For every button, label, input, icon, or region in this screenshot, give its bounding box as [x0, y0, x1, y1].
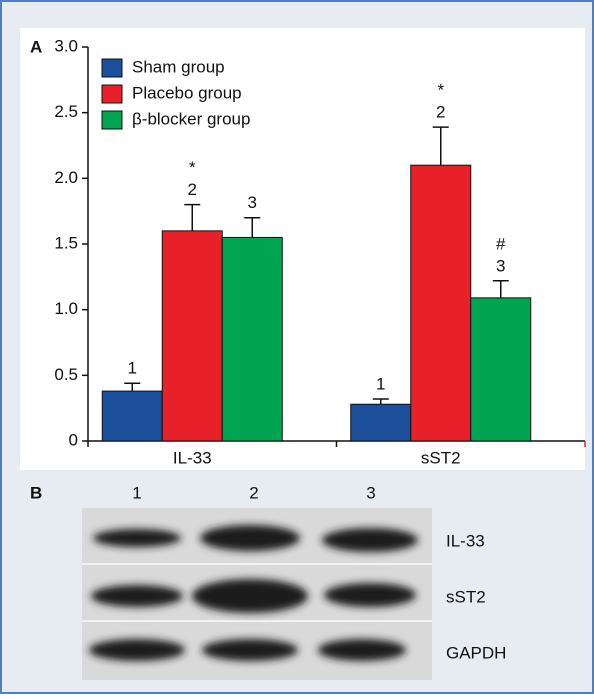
bands	[89, 525, 418, 661]
bar-label: 2	[436, 103, 445, 122]
bar	[102, 391, 162, 441]
panel-label: A	[30, 37, 42, 56]
y-tick-label: 0.5	[54, 365, 78, 384]
bar	[351, 404, 411, 441]
panel-label: B	[30, 483, 42, 502]
significance-marker: *	[189, 158, 196, 177]
y-tick-label: 2.5	[54, 102, 78, 121]
blot-row-label: IL-33	[446, 531, 485, 550]
y-tick-label: 1.0	[54, 299, 78, 318]
lane-label: 3	[366, 483, 375, 502]
y-tick-label: 0	[69, 430, 78, 449]
bar-label: 3	[496, 256, 505, 275]
lane-label: 1	[132, 483, 141, 502]
legend-swatch	[102, 85, 122, 103]
page: {"chart_data": {"type": "bar", "panel_la…	[0, 0, 594, 699]
legend-swatch	[102, 111, 122, 129]
bar	[162, 231, 222, 441]
legend-label: Sham group	[132, 57, 225, 76]
bar-label: 3	[248, 193, 257, 212]
band	[202, 639, 298, 661]
bar-label: 2	[188, 180, 197, 199]
bar	[411, 165, 471, 441]
y-tick-label: 3.0	[54, 36, 78, 55]
band	[192, 579, 308, 613]
y-tick-label: 1.5	[54, 233, 78, 252]
band	[200, 525, 300, 551]
significance-marker: #	[496, 234, 506, 253]
legend-label: β-blocker group	[132, 109, 250, 128]
bar	[222, 237, 282, 441]
band	[91, 585, 183, 607]
x-tick-label: sST2	[421, 448, 461, 467]
bar-label: 1	[376, 374, 385, 393]
x-tick-label: IL-33	[173, 448, 212, 467]
band	[89, 639, 185, 661]
y-tick-label: 2.0	[54, 168, 78, 187]
blot-row-label: sST2	[446, 587, 486, 606]
western-blot	[82, 508, 432, 680]
bar-label: 1	[128, 359, 137, 378]
figure: A B 0 0.5 1.0 1.5 2.0 2.5 3.0 IL-33 1 2 * 3 sST2 1 2 * 3…	[0, 0, 594, 694]
band	[322, 528, 418, 552]
band	[324, 583, 416, 607]
band	[318, 639, 406, 661]
significance-marker: *	[437, 81, 444, 100]
blot-row-label: GAPDH	[446, 643, 506, 662]
legend-label: Placebo group	[132, 83, 242, 102]
lane-label: 2	[249, 483, 258, 502]
legend-swatch	[102, 59, 122, 77]
bar	[471, 298, 531, 441]
band	[93, 529, 181, 547]
